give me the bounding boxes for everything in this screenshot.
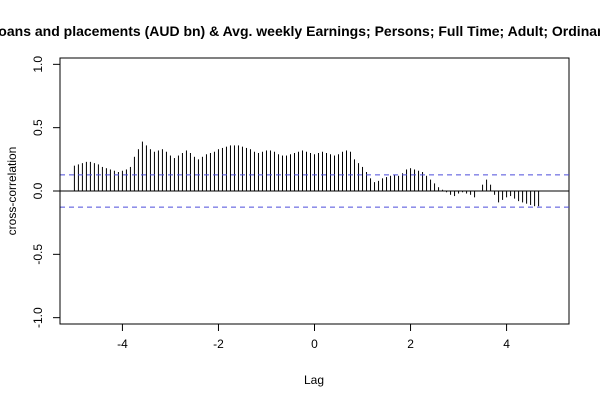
x-tick-label: -4	[117, 337, 128, 351]
y-tick-label: 0.0	[31, 182, 45, 199]
x-axis: -4 -2 0 2 4	[117, 323, 510, 351]
x-tick-label: 2	[407, 337, 414, 351]
x-axis-label: Lag	[304, 373, 324, 387]
y-axis: -1.0 -0.5 0.0 0.5 1.0	[31, 56, 61, 328]
y-axis-label: cross-correlation	[5, 147, 19, 236]
y-tick-label: -1.0	[31, 307, 45, 328]
x-tick-label: 0	[311, 337, 318, 351]
x-tick-label: 4	[503, 337, 510, 351]
y-tick-label: -0.5	[31, 244, 45, 265]
chart-title: Loans and placements (AUD bn) & Avg. wee…	[0, 23, 600, 39]
y-tick-label: 0.5	[31, 119, 45, 136]
x-tick-label: -2	[213, 337, 224, 351]
y-tick-label: 1.0	[31, 56, 45, 73]
correlation-bars	[73, 141, 540, 207]
